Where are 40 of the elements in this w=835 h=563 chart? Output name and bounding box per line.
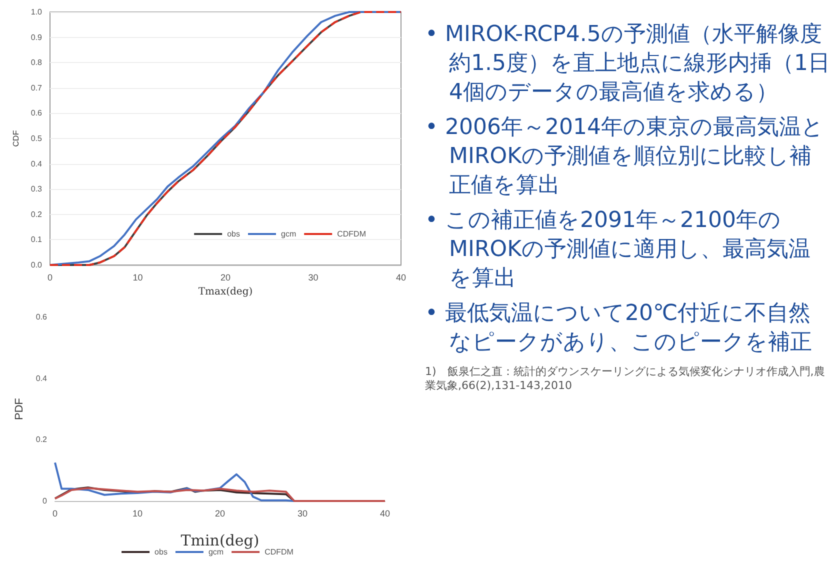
y-tick-label: 0.3 bbox=[30, 184, 43, 194]
x-tick-label: 30 bbox=[308, 272, 318, 282]
legend-label: CDFDM bbox=[337, 230, 366, 238]
y-axis-title: PDF bbox=[13, 398, 26, 420]
y-tick-label: 0.7 bbox=[30, 83, 43, 92]
x-tick-label: 20 bbox=[220, 272, 231, 282]
text: • この補正値を2091年～2100年のMIROKの予測値に適用し、最高気温を算出 bbox=[425, 207, 812, 293]
text: • MIROK-RCP4.5の予測値（水平解像度約1.5度）を直上地点に線形内挿（1日4個のデータの最高値を求める） bbox=[425, 21, 830, 107]
y-tick-label: 0.8 bbox=[30, 58, 43, 68]
legend-label: obs bbox=[154, 548, 168, 556]
x-tick-label: 10 bbox=[132, 272, 143, 282]
text: • 最低気温について20℃付近に不自然なピークがあり、このピークを補正 bbox=[425, 300, 813, 357]
legend-label: gcm bbox=[208, 548, 224, 556]
legend-label: obs bbox=[227, 230, 240, 238]
x-tick-label: 40 bbox=[396, 272, 406, 282]
x-axis-title: Tmax(deg) bbox=[198, 286, 253, 298]
y-tick-label: 0.9 bbox=[30, 32, 43, 42]
y-tick-label: 0.4 bbox=[30, 159, 43, 168]
x-tick-label: 20 bbox=[214, 508, 226, 518]
x-tick-label: 40 bbox=[380, 508, 390, 518]
y-tick-label: 0.4 bbox=[36, 374, 48, 383]
y-tick-label: 0.0 bbox=[30, 260, 43, 270]
y-tick-label: 0.2 bbox=[36, 435, 48, 444]
x-tick-label: 0 bbox=[52, 508, 58, 518]
y-tick-label: 0.6 bbox=[30, 108, 43, 118]
x-tick-label: 10 bbox=[132, 508, 143, 518]
line-series bbox=[49, 11, 402, 266]
legend-label: CDFDM bbox=[264, 548, 294, 556]
x-axis-title: Tmin(deg) bbox=[180, 532, 260, 550]
y-tick-label: 1.0 bbox=[30, 8, 43, 16]
text: 1) 飯泉仁之直：統計的ダウンスケーリングによる気候変化シナリオ作成入門,農業気象,66(2),131-143,2010 bbox=[425, 365, 826, 393]
text: • 2006年～2014年の東京の最高気温とMIROKの予測値を順位別に比較し補正値を算出 bbox=[425, 114, 825, 200]
y-tick-label: 0 bbox=[42, 496, 48, 506]
y-tick-label: 0.5 bbox=[30, 134, 43, 143]
y-axis-title: CDF bbox=[11, 130, 20, 147]
y-tick-label: 0.6 bbox=[36, 312, 48, 322]
x-tick-label: 30 bbox=[297, 508, 308, 518]
legend-label: gcm bbox=[281, 230, 296, 238]
y-tick-label: 0.1 bbox=[30, 235, 43, 244]
y-tick-label: 0.2 bbox=[30, 210, 43, 219]
